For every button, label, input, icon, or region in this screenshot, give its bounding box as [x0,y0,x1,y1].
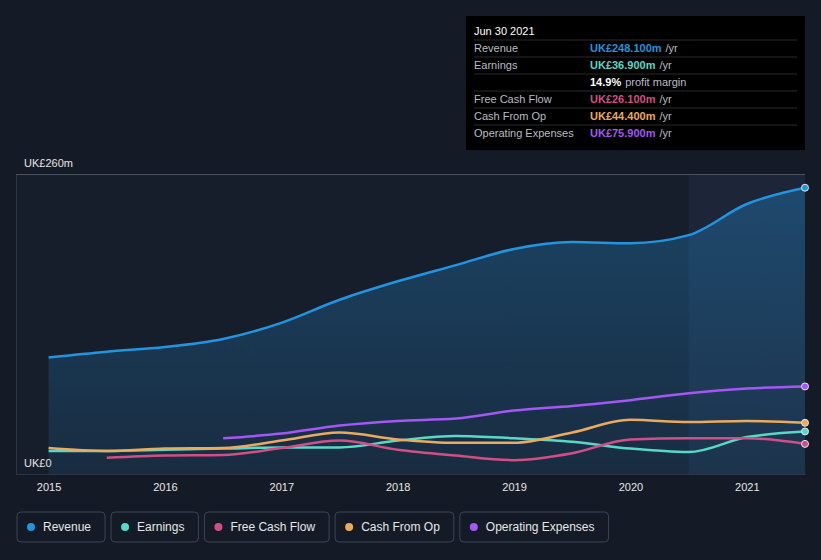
legend-item[interactable]: Revenue [17,512,105,542]
tooltip-label: Cash From Op [474,110,546,122]
x-tick-label: 2017 [270,481,294,493]
plot-background [16,174,805,474]
tooltip-separator [474,74,797,75]
tooltip-unit: profit margin [625,76,686,88]
end-marker [802,419,809,426]
tooltip-unit: /yr [659,93,672,105]
tooltip-box [466,16,805,150]
tooltip-separator [474,57,797,58]
y-tick: UK£260m [16,157,805,175]
x-tick: 2015 [37,474,61,493]
y-axis-line [17,175,806,475]
legend-label: Cash From Op [361,520,440,534]
end-marker [802,383,809,390]
x-tick-label: 2021 [735,481,759,493]
legend-swatch [27,523,35,531]
tooltip-value: UK£248.100m/yr [590,42,678,54]
legend-box[interactable] [17,512,105,542]
tooltip: Jun 30 2021 Revenue UK£248.100m/yr Earnings… [466,16,805,150]
chart-svg: UK£0 UK£260m 2015 2016 2017 2018 2019 2020 2021 R… [0,0,821,560]
legend-box[interactable] [204,512,329,542]
end-marker [802,440,809,447]
end-marker [802,428,809,435]
x-tick: 2018 [386,474,410,493]
legend-item[interactable]: Operating Expenses [460,512,609,542]
x-tick: 2021 [735,474,759,493]
legend-label: Operating Expenses [486,520,595,534]
grid-line [16,474,805,475]
tooltip-value: UK£26.100m/yr [590,93,672,105]
x-tick: 2019 [502,474,526,493]
tooltip-value: UK£44.400m/yr [590,110,672,122]
legend-item[interactable]: Free Cash Flow [204,512,329,542]
tooltip-value: UK£36.900m/yr [590,59,672,71]
tooltip-unit: /yr [659,127,672,139]
x-axis-line [17,474,806,475]
tooltip-value-text: 14.9% [590,76,621,88]
x-tick-label: 2016 [153,481,177,493]
tooltip-unit: /yr [659,110,672,122]
y-tick-label: UK£260m [24,157,73,169]
series-line [49,420,805,451]
tooltip-separator [474,40,797,41]
legend-swatch [214,523,222,531]
grid-line [16,174,805,175]
x-tick: 2016 [153,474,177,493]
legend-swatch [345,523,353,531]
legend-label: Earnings [137,520,184,534]
tooltip-title: Jun 30 2021 [474,25,535,37]
tooltip-value-text: UK£26.100m [590,93,656,105]
tooltip-value-text: UK£36.900m [590,59,656,71]
series-line [49,188,805,358]
tooltip-value: 14.9% profit margin [590,76,686,88]
legend-box[interactable] [111,512,198,542]
legend: Revenue Earnings Free Cash Flow Cash From O… [17,512,609,542]
legend-box[interactable] [460,512,609,542]
legend-swatch [121,523,129,531]
end-markers [802,184,809,447]
x-axis: 2015 2016 2017 2018 2019 2020 2021 [17,474,806,493]
series-area [49,188,805,474]
tooltip-unit: /yr [659,59,672,71]
legend-swatch [470,523,478,531]
tooltip-separator [474,125,797,126]
tooltip-separator [474,91,797,92]
legend-label: Revenue [43,520,91,534]
tooltip-separator [474,108,797,109]
tooltip-label: Earnings [474,59,518,71]
legend-label: Free Cash Flow [230,520,315,534]
end-marker [802,184,809,191]
x-tick-label: 2015 [37,481,61,493]
series-line [223,386,805,438]
tooltip-label: Free Cash Flow [474,93,552,105]
x-tick-label: 2018 [386,481,410,493]
tooltip-label: Operating Expenses [474,127,574,139]
tooltip-value-text: UK£75.900m [590,127,656,139]
tooltip-value-text: UK£44.400m [590,110,656,122]
y-axis: UK£0 UK£260m [16,157,805,475]
x-tick: 2020 [619,474,643,493]
x-tick: 2017 [270,474,294,493]
tooltip-value-text: UK£248.100m [590,42,662,54]
tooltip-label: Revenue [474,42,518,54]
legend-box[interactable] [335,512,454,542]
x-tick-label: 2020 [619,481,643,493]
chart-container: UK£0 UK£260m 2015 2016 2017 2018 2019 2020 2021 R… [0,0,821,560]
plot-marks [49,188,805,474]
legend-item[interactable]: Cash From Op [335,512,454,542]
background [0,0,821,560]
tooltip-value: UK£75.900m/yr [590,127,672,139]
legend-item[interactable]: Earnings [111,512,198,542]
y-tick-label: UK£0 [24,457,52,469]
tooltip-unit: /yr [666,42,679,54]
x-tick-label: 2019 [502,481,526,493]
